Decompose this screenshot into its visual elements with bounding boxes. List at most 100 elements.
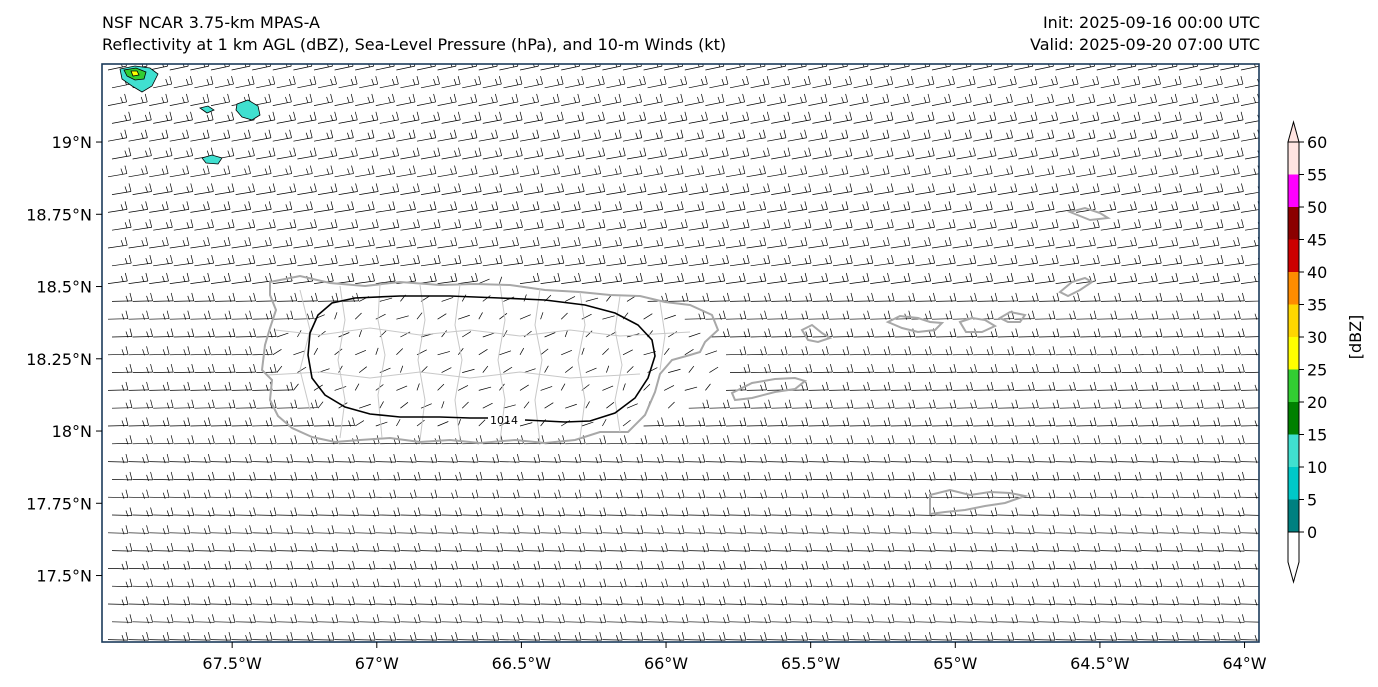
wind-barb: [1141, 471, 1163, 482]
wind-barb: [194, 435, 215, 445]
wind-barb: [169, 272, 190, 284]
wind-barb: [252, 560, 273, 571]
wind-barb: [750, 399, 771, 409]
wind-barb: [709, 75, 729, 89]
wind-barb: [1244, 438, 1259, 445]
wind-barb: [688, 614, 710, 624]
wind-barb: [1141, 399, 1163, 409]
wind-barb: [931, 201, 952, 213]
wind-barb: [194, 183, 214, 195]
colorbar-tick-label: 60: [1307, 133, 1327, 152]
wind-barb: [1096, 165, 1117, 178]
wind-barb: [499, 383, 505, 391]
wind-barb: [1158, 165, 1178, 178]
wind-barb: [997, 578, 1019, 588]
wind-barb: [355, 596, 376, 606]
wind-barb: [705, 350, 718, 356]
wind-barb: [791, 435, 813, 445]
wind-barb: [272, 93, 292, 106]
wind-barb: [1244, 581, 1259, 587]
wind-barb: [812, 471, 833, 482]
wind-barb: [503, 543, 524, 553]
wind-barb: [849, 525, 870, 535]
wind-barb: [214, 578, 236, 588]
wind-barb: [1076, 129, 1096, 142]
wind-barb: [128, 201, 149, 213]
wind-barb: [1055, 596, 1076, 606]
wind-barb: [519, 525, 541, 535]
wind-barb: [338, 219, 359, 231]
wind-barb: [149, 381, 170, 392]
wind-barb: [235, 471, 256, 482]
wind-barb: [1158, 596, 1179, 606]
wind-barb: [581, 454, 603, 464]
wind-barb: [540, 129, 560, 142]
wind-barb: [705, 596, 726, 606]
wind-barb: [709, 399, 730, 409]
wind-barb: [540, 489, 561, 499]
wind-barb: [478, 129, 498, 142]
wind-barb: [1096, 560, 1118, 571]
wind-barb: [812, 614, 833, 624]
wind-barb: [952, 165, 972, 178]
wind-barb: [132, 578, 153, 588]
wind-barb: [956, 435, 977, 445]
wind-barb: [1199, 346, 1221, 356]
wind-barb: [622, 165, 643, 178]
wind-barb: [581, 560, 603, 571]
wind-barb: [1199, 632, 1221, 642]
wind-barb: [400, 255, 420, 267]
wind-barb: [462, 368, 475, 373]
wind-barb: [602, 525, 623, 535]
wind-barb: [1183, 543, 1204, 553]
wind-barb: [585, 111, 605, 124]
colorbar-segment: [1288, 337, 1299, 370]
wind-barb: [503, 404, 516, 409]
wind-barb: [870, 525, 891, 535]
wind-barb: [1183, 111, 1203, 124]
wind-barb: [853, 328, 874, 338]
wind-barb: [1203, 364, 1225, 374]
wind-barb: [828, 417, 850, 427]
wind-barb: [1018, 471, 1039, 482]
wind-barb: [767, 632, 788, 642]
wind-barb: [503, 255, 523, 267]
wind-barb: [190, 201, 210, 213]
wind-barb: [544, 578, 565, 588]
wind-barb: [276, 365, 283, 373]
wind-barb: [478, 632, 500, 642]
wind-barb: [437, 165, 457, 178]
wind-barb: [1096, 596, 1118, 606]
wind-barb: [973, 489, 994, 499]
wind-barb: [523, 507, 545, 517]
wind-barb: [750, 75, 770, 89]
wind-barb: [214, 111, 235, 124]
wind-barb: [911, 165, 931, 178]
wind-barb: [812, 255, 832, 267]
wind-barb: [870, 310, 891, 320]
wind-barb: [194, 364, 215, 374]
wind-barb: [1059, 614, 1080, 624]
wind-barb: [1240, 346, 1259, 356]
wind-barb: [503, 330, 508, 338]
wind-barb: [746, 417, 767, 427]
wind-barb: [750, 219, 771, 231]
wind-barb: [1121, 614, 1142, 624]
wind-barb: [173, 75, 193, 89]
wind-barb: [1162, 399, 1183, 409]
wind-barb: [956, 292, 977, 303]
wind-barb: [1203, 183, 1224, 195]
wind-barb: [210, 560, 232, 571]
wind-barb: [1055, 310, 1076, 320]
wind-barb: [606, 111, 626, 124]
wind-barb: [276, 292, 298, 303]
wind-barb: [107, 417, 129, 427]
wind-barb: [210, 129, 231, 142]
wind-barb: [441, 507, 462, 517]
wind-barb: [1203, 75, 1223, 89]
wind-barb: [132, 147, 152, 160]
wind-barb: [396, 385, 408, 391]
wind-barb: [1080, 471, 1101, 482]
wind-barb: [1038, 328, 1060, 338]
wind-barb: [952, 201, 973, 213]
